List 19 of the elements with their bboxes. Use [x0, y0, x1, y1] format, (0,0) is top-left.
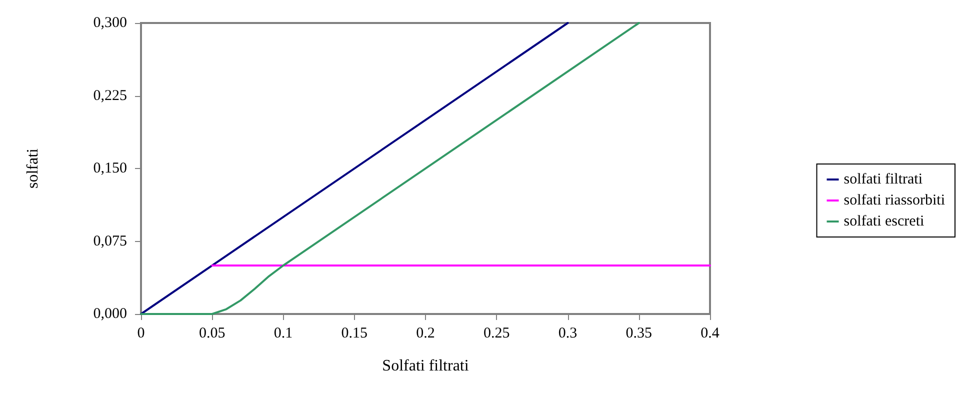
legend-label: solfati escreti — [844, 214, 924, 230]
x-tick-label: 0.25 — [484, 326, 510, 342]
y-tick-label: 0,225 — [93, 88, 127, 104]
legend-label: solfati filtrati — [844, 172, 922, 188]
x-tick-label: 0.35 — [626, 326, 652, 342]
x-tick-label: 0.15 — [341, 326, 368, 342]
x-tick-label: 0.1 — [274, 326, 293, 342]
x-tick-label: 0.3 — [558, 326, 578, 342]
x-tick-label: 0.2 — [416, 326, 435, 342]
x-tick-label: 0.4 — [700, 326, 720, 342]
x-tick-label: 0.05 — [199, 326, 226, 342]
y-tick-label: 0,075 — [93, 233, 127, 250]
y-tick-label: 0,150 — [93, 160, 127, 176]
y-axis-title: solfati — [24, 148, 42, 188]
legend-label: solfati riassorbiti — [844, 192, 946, 208]
x-axis-title: Solfati filtrati — [382, 358, 470, 374]
y-tick-label: 0,000 — [93, 306, 127, 322]
y-tick-label: 0,300 — [93, 15, 127, 31]
x-tick-label: 0 — [137, 326, 145, 342]
